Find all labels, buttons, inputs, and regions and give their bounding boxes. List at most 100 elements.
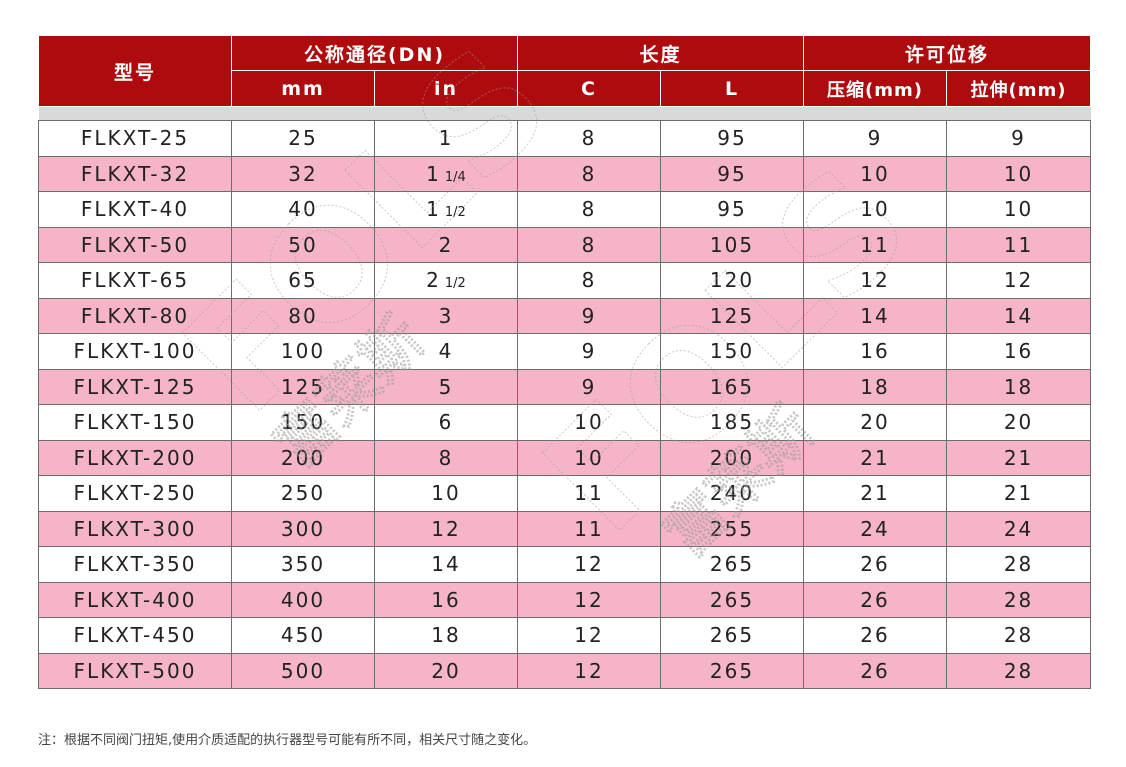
cell-l: 105	[660, 226, 805, 263]
cell-model: FLKXT-80	[38, 297, 232, 334]
cell-tension: 21	[946, 475, 1092, 512]
cell-in: 2 1/2	[373, 262, 519, 299]
table-row: FLKXT-500 500 20 12 265 26 28	[38, 652, 1092, 689]
cell-c: 12	[517, 546, 662, 583]
inch-fraction: 1/2	[444, 276, 466, 292]
cell-c: 11	[517, 475, 662, 512]
inch-whole: 5	[438, 374, 454, 399]
cell-tension: 10	[946, 155, 1092, 192]
cell-l: 125	[660, 297, 805, 334]
cell-c: 9	[517, 333, 662, 370]
header-in: in	[373, 70, 519, 107]
cell-mm: 80	[231, 297, 375, 334]
cell-c: 12	[517, 581, 662, 618]
cell-in: 10	[373, 475, 519, 512]
cell-tension: 28	[946, 652, 1092, 689]
cell-compression: 18	[803, 368, 948, 405]
inch-whole: 6	[438, 410, 454, 435]
inch-whole: 2	[438, 232, 454, 257]
cell-l: 95	[660, 155, 805, 192]
cell-model: FLKXT-65	[38, 262, 232, 299]
cell-model: FLKXT-400	[38, 581, 232, 618]
cell-tension: 24	[946, 510, 1092, 547]
spec-table: 型号 公称通径(DN) 长度 许可位移 mm in C L 压缩(mm) 拉伸(…	[38, 35, 1092, 689]
header-l: L	[660, 70, 805, 107]
header-tension: 拉伸(mm)	[946, 70, 1092, 107]
inch-whole: 10	[431, 481, 461, 506]
cell-c: 10	[517, 439, 662, 476]
header-model: 型号	[38, 35, 232, 107]
cell-l: 165	[660, 368, 805, 405]
inch-fraction: 1/4	[444, 169, 466, 185]
inch-whole: 8	[438, 445, 454, 470]
inch-whole: 1	[438, 126, 454, 151]
cell-model: FLKXT-50	[38, 226, 232, 263]
table-row: FLKXT-125 125 5 9 165 18 18	[38, 368, 1092, 405]
cell-compression: 26	[803, 581, 948, 618]
cell-model: FLKXT-125	[38, 368, 232, 405]
cell-model: FLKXT-32	[38, 155, 232, 192]
cell-compression: 20	[803, 404, 948, 441]
cell-tension: 16	[946, 333, 1092, 370]
cell-tension: 21	[946, 439, 1092, 476]
cell-in: 1 1/2	[373, 191, 519, 228]
cell-model: FLKXT-200	[38, 439, 232, 476]
cell-l: 95	[660, 191, 805, 228]
cell-model: FLKXT-250	[38, 475, 232, 512]
inch-whole: 1	[426, 161, 441, 186]
inch-whole: 4	[438, 339, 454, 364]
inch-whole: 20	[431, 658, 461, 683]
cell-model: FLKXT-300	[38, 510, 232, 547]
cell-l: 95	[660, 120, 805, 157]
cell-tension: 28	[946, 546, 1092, 583]
table-row: FLKXT-32 32 1 1/4 8 95 10 10	[38, 155, 1092, 192]
table-row: FLKXT-100 100 4 9 150 16 16	[38, 333, 1092, 370]
cell-c: 8	[517, 191, 662, 228]
cell-c: 12	[517, 617, 662, 654]
cell-mm: 65	[231, 262, 375, 299]
header-length: 长度	[517, 35, 805, 71]
cell-in: 1	[373, 120, 519, 157]
cell-c: 12	[517, 652, 662, 689]
cell-l: 265	[660, 652, 805, 689]
header-compression: 压缩(mm)	[803, 70, 948, 107]
cell-in: 16	[373, 581, 519, 618]
cell-compression: 12	[803, 262, 948, 299]
cell-compression: 11	[803, 226, 948, 263]
table-row: FLKXT-450 450 18 12 265 26 28	[38, 617, 1092, 654]
cell-mm: 350	[231, 546, 375, 583]
table-row: FLKXT-25 25 1 8 95 9 9	[38, 120, 1092, 157]
cell-tension: 10	[946, 191, 1092, 228]
cell-tension: 20	[946, 404, 1092, 441]
cell-in: 18	[373, 617, 519, 654]
cell-mm: 50	[231, 226, 375, 263]
cell-mm: 32	[231, 155, 375, 192]
cell-compression: 16	[803, 333, 948, 370]
cell-l: 185	[660, 404, 805, 441]
inch-whole: 16	[431, 587, 461, 612]
cell-l: 265	[660, 546, 805, 583]
cell-c: 8	[517, 226, 662, 263]
cell-compression: 26	[803, 546, 948, 583]
cell-compression: 9	[803, 120, 948, 157]
cell-mm: 300	[231, 510, 375, 547]
cell-tension: 11	[946, 226, 1092, 263]
cell-model: FLKXT-150	[38, 404, 232, 441]
cell-model: FLKXT-350	[38, 546, 232, 583]
inch-whole: 18	[431, 623, 461, 648]
cell-tension: 9	[946, 120, 1092, 157]
cell-in: 5	[373, 368, 519, 405]
cell-compression: 10	[803, 155, 948, 192]
cell-model: FLKXT-100	[38, 333, 232, 370]
cell-model: FLKXT-25	[38, 120, 232, 157]
table-row: FLKXT-400 400 16 12 265 26 28	[38, 581, 1092, 618]
cell-c: 8	[517, 155, 662, 192]
cell-l: 150	[660, 333, 805, 370]
header-divider	[38, 106, 1091, 121]
cell-compression: 10	[803, 191, 948, 228]
cell-mm: 500	[231, 652, 375, 689]
cell-in: 20	[373, 652, 519, 689]
cell-in: 3	[373, 297, 519, 334]
header-allowed-displacement: 许可位移	[803, 35, 1092, 71]
inch-whole: 2	[426, 268, 441, 293]
